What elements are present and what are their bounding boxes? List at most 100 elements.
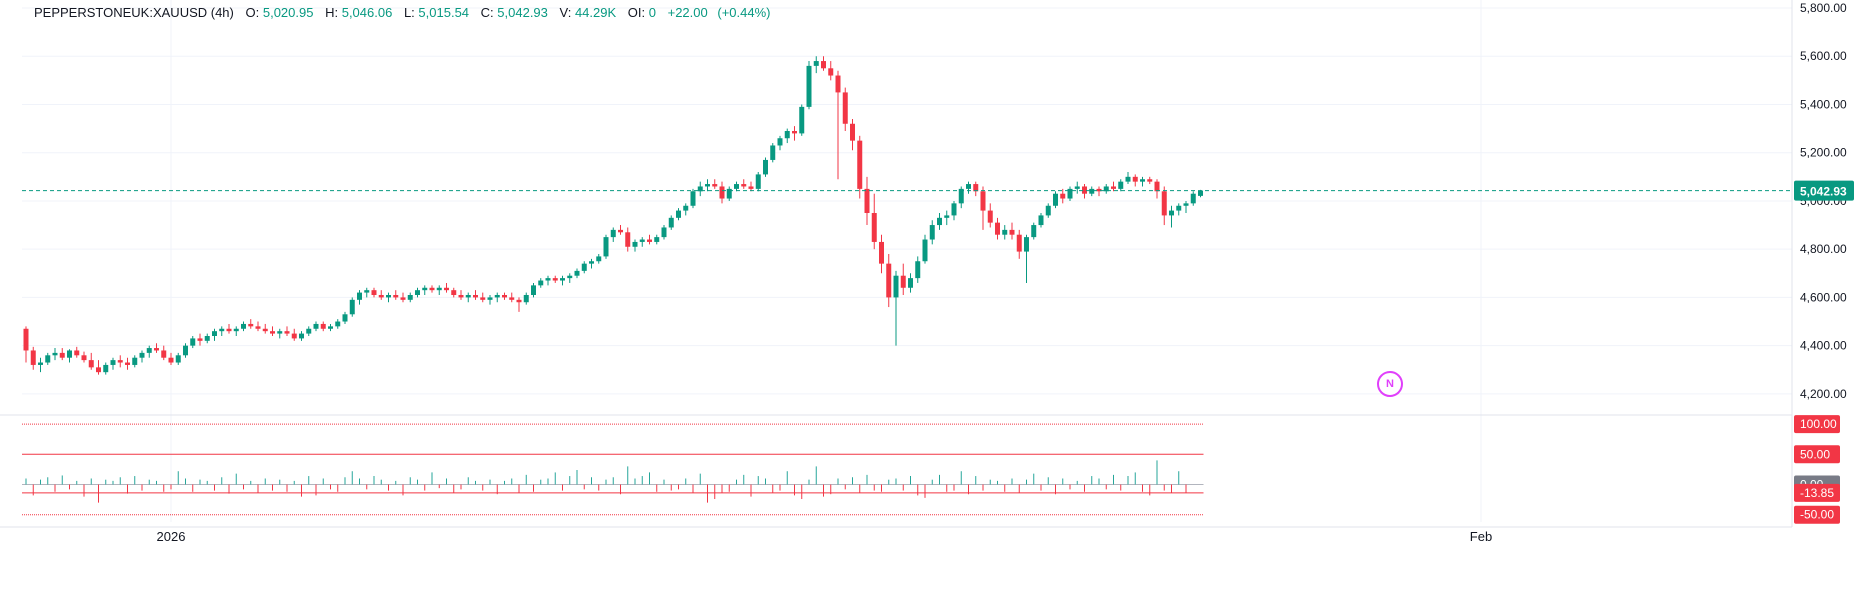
candle-body <box>262 328 268 332</box>
candle <box>908 273 913 293</box>
candle-body <box>161 350 167 358</box>
candle-body <box>277 331 283 334</box>
candle-body <box>770 145 776 160</box>
candle <box>233 326 239 336</box>
candle <box>538 278 544 288</box>
candle <box>871 193 877 250</box>
candle <box>734 181 739 192</box>
candle-body <box>632 241 638 247</box>
candle-body <box>328 326 333 329</box>
candle-body <box>117 360 123 363</box>
candle-body <box>748 186 754 189</box>
candle-body <box>618 229 623 233</box>
candle <box>110 357 116 370</box>
open-label: O: <box>245 5 260 20</box>
candle-body <box>1147 179 1153 182</box>
candle-body <box>567 275 573 279</box>
candle-body <box>755 174 761 189</box>
candle-body <box>320 323 326 329</box>
candle <box>944 210 950 226</box>
osc-level-label: -13.85 <box>1800 486 1834 500</box>
news-badge-icon[interactable]: N <box>1377 371 1403 397</box>
candle-body <box>132 357 138 365</box>
candle-body <box>973 184 979 192</box>
symbol-label[interactable]: PEPPERSTONEUK:XAUUSD (4h) <box>34 5 234 20</box>
y-tick-label: 5,600.00 <box>1800 49 1847 63</box>
candle-body <box>1074 186 1080 189</box>
candle <box>67 349 72 363</box>
candle <box>610 227 616 242</box>
candle <box>226 323 232 334</box>
candle <box>88 352 94 370</box>
candle-body <box>219 328 225 332</box>
candle-body <box>1118 181 1124 189</box>
candle-body <box>1053 193 1058 206</box>
candle-body <box>110 360 116 365</box>
candle-body <box>103 364 109 373</box>
candle <box>299 331 304 341</box>
candle <box>813 56 819 74</box>
candle-body <box>306 328 312 334</box>
candle <box>139 350 145 363</box>
candle-body <box>951 203 957 216</box>
candle-body <box>125 362 130 365</box>
candle <box>821 56 826 71</box>
candle <box>828 61 834 81</box>
low-value: 5,015.54 <box>418 5 470 20</box>
candle <box>560 275 565 286</box>
candle <box>255 321 261 332</box>
candle <box>436 285 442 295</box>
candle <box>357 290 362 305</box>
candle <box>545 275 551 286</box>
candle <box>183 343 188 358</box>
candle-body <box>241 323 246 329</box>
candle-body <box>248 323 254 327</box>
candle <box>1067 186 1073 201</box>
candle-body <box>610 229 616 238</box>
candle-body <box>88 360 94 368</box>
x-tick-label: Feb <box>1470 529 1492 544</box>
candle <box>328 323 333 332</box>
candle-body <box>342 314 348 322</box>
candle-body <box>647 239 652 242</box>
candle <box>1074 181 1080 194</box>
candle-body <box>828 68 834 76</box>
candle <box>726 186 732 201</box>
candle-body <box>799 106 805 134</box>
candle-body <box>52 352 58 356</box>
candle <box>596 254 602 264</box>
candle-body <box>299 333 304 339</box>
candle-body <box>661 227 667 238</box>
candle <box>96 360 101 375</box>
candle <box>806 61 812 110</box>
candle-body <box>1103 186 1109 192</box>
candle-body <box>1045 205 1051 216</box>
candle <box>400 292 406 303</box>
candle-body <box>1082 186 1087 194</box>
candle-body <box>574 270 580 276</box>
candle <box>146 345 152 358</box>
candle <box>1190 191 1196 206</box>
candle-body <box>1169 210 1174 216</box>
candle <box>1031 222 1037 240</box>
candle-body <box>1089 188 1095 194</box>
candle <box>1103 184 1109 194</box>
candle-body <box>879 241 884 264</box>
candle-body <box>451 290 457 295</box>
candle <box>661 225 667 240</box>
y-tick-label: 5,200.00 <box>1800 146 1847 160</box>
candle-body <box>966 184 971 189</box>
candle <box>248 319 254 329</box>
candle-body <box>422 287 428 291</box>
candle <box>1176 203 1182 216</box>
candle-body <box>407 295 413 300</box>
candle-body <box>734 184 739 189</box>
candle <box>1024 234 1029 283</box>
candle <box>893 270 899 346</box>
candle-body <box>139 352 145 358</box>
candle-body <box>1060 193 1066 199</box>
candle <box>1002 225 1008 240</box>
oi-label: OI: <box>627 5 646 20</box>
